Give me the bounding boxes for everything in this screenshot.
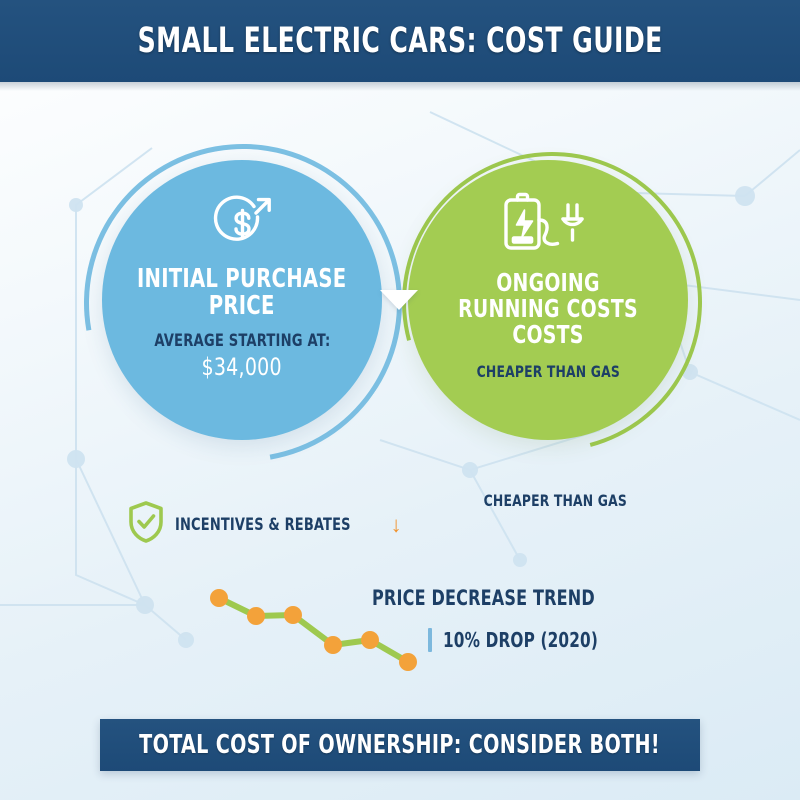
trend-stat-wrap: 10% DROP (2020) <box>443 628 625 652</box>
incentives-label: INCENTIVES & REBATES <box>175 514 351 535</box>
shield-check-icon <box>126 500 166 549</box>
trend-accent-bar <box>428 628 432 652</box>
battery-plug-icon <box>500 188 596 254</box>
card-ongoing-running-costs[interactable]: ONGOING RUNNING COSTS COSTS CHEAPER THAN… <box>408 160 688 440</box>
incentives-label-wrap: INCENTIVES & REBATES <box>175 515 382 535</box>
footer-banner-text: TOTAL COST OF OWNERSHIP: CONSIDER BOTH! <box>139 730 661 760</box>
card-subtitle: AVERAGE STARTING AT: <box>153 331 331 352</box>
trend-points <box>210 589 417 671</box>
card-initial-purchase-price[interactable]: INITIAL PURCHASE PRICE AVERAGE STARTING … <box>102 160 382 440</box>
down-arrow-icon: ↓ <box>390 511 402 537</box>
card-value: $34,000 <box>201 353 283 382</box>
trend-title: PRICE DECREASE TREND <box>372 586 595 610</box>
incentives-row[interactable]: INCENTIVES & REBATES ↓ <box>126 500 402 549</box>
footer-banner: TOTAL COST OF OWNERSHIP: CONSIDER BOTH! <box>100 719 700 771</box>
trend-stat: 10% DROP (2020) <box>443 628 599 652</box>
trend-title-wrap: PRICE DECREASE TREND <box>372 586 634 610</box>
note-cheaper-than-gas-label: CHEAPER THAN GAS <box>483 491 627 510</box>
price-decrease-trend-chart <box>210 589 417 671</box>
header-shadow <box>0 82 800 91</box>
card-title: ONGOING RUNNING COSTS COSTS <box>458 268 638 349</box>
trend-stat-row: 10% DROP (2020) <box>428 628 634 652</box>
card-title: INITIAL PURCHASE PRICE <box>137 264 347 322</box>
note-cheaper-than-gas: CHEAPER THAN GAS <box>440 491 670 510</box>
dollar-growth-icon <box>210 188 274 254</box>
header-banner: SMALL ELECTRIC CARS: COST GUIDE <box>0 0 800 82</box>
card-subtitle: CHEAPER THAN GAS <box>476 362 620 381</box>
flow-arrow-icon <box>380 290 418 310</box>
trend-text-block: PRICE DECREASE TREND 10% DROP (2020) <box>372 586 634 652</box>
page-title: SMALL ELECTRIC CARS: COST GUIDE <box>137 21 663 61</box>
